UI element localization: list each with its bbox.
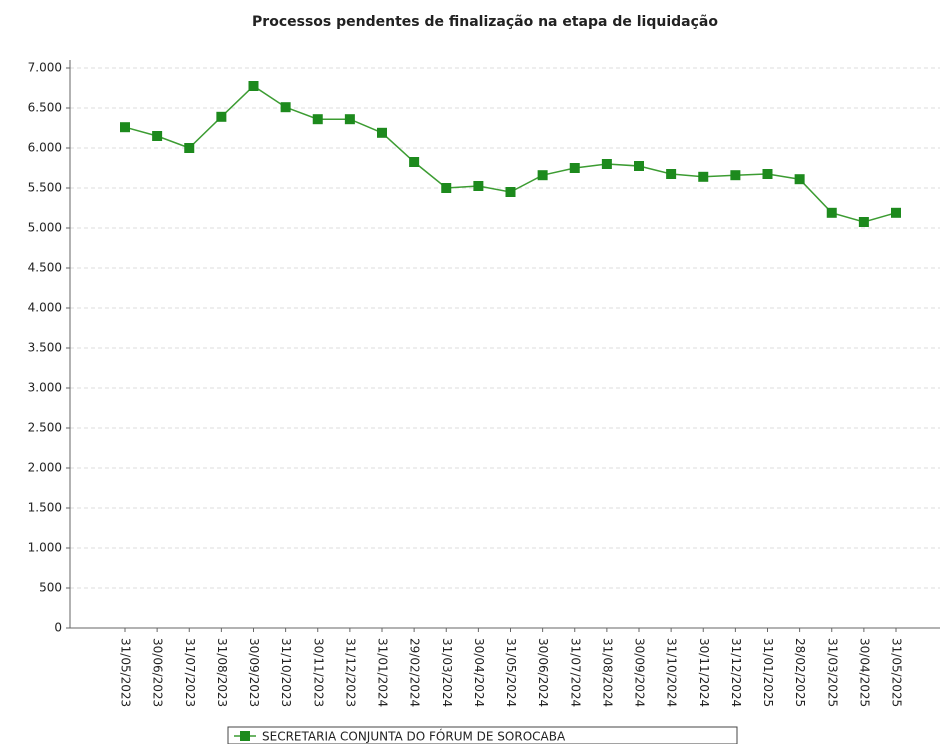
x-tick-label: 31/05/2024 <box>504 638 518 707</box>
point <box>826 207 837 218</box>
point <box>473 181 484 191</box>
point <box>569 163 580 173</box>
point <box>730 170 741 181</box>
point <box>184 143 195 153</box>
y-tick-label: 7.000 <box>28 61 62 75</box>
x-tick-label: 31/03/2025 <box>825 638 839 707</box>
x-tick-label: 30/09/2024 <box>633 638 647 707</box>
x-tick-label: 31/05/2025 <box>890 638 904 707</box>
x-tick-label: 30/11/2024 <box>697 638 711 707</box>
x-tick-label: 31/12/2023 <box>343 638 357 707</box>
x-tick-label: 31/07/2023 <box>183 638 197 707</box>
y-tick-label: 4.000 <box>28 301 62 315</box>
y-tick-label: 6.500 <box>28 101 62 115</box>
x-tick-label: 31/08/2024 <box>600 638 614 707</box>
x-tick-label: 28/02/2025 <box>793 638 807 707</box>
point <box>666 169 677 179</box>
x-tick-label: 31/10/2024 <box>665 638 679 707</box>
series-line <box>124 85 897 223</box>
point <box>248 81 259 91</box>
y-tick-label: 0 <box>54 621 62 635</box>
y-tick-label: 1.500 <box>28 501 62 515</box>
y-tick-label: 500 <box>39 581 62 595</box>
x-tick-label: 31/12/2024 <box>729 638 743 707</box>
point <box>634 161 644 171</box>
x-tick-label: 31/10/2023 <box>279 638 293 707</box>
x-tick-label: 30/04/2025 <box>857 638 871 707</box>
y-tick-label: 4.500 <box>28 261 62 275</box>
point <box>441 183 452 193</box>
x-tick-label: 30/06/2024 <box>536 638 550 707</box>
legend-box <box>227 726 738 744</box>
y-tick-label: 3.500 <box>28 341 62 355</box>
x-tick-label: 31/03/2024 <box>440 638 454 707</box>
point <box>762 169 773 179</box>
point <box>409 157 420 167</box>
y-tick-label: 3.000 <box>28 381 62 395</box>
point <box>698 171 709 182</box>
x-tick-label: 31/07/2024 <box>568 638 582 707</box>
y-tick-label: 2.000 <box>28 461 62 475</box>
point <box>505 187 516 197</box>
y-tick-label: 2.500 <box>28 421 62 435</box>
y-tick-label: 5.000 <box>28 221 62 235</box>
chart-title: Processos pendentes de finalização na et… <box>252 14 718 30</box>
point <box>377 127 387 138</box>
legend-label: SECRETARIA CONJUNTA DO FÓRUM DE SOROCABA <box>262 729 566 744</box>
x-tick-label: 30/04/2024 <box>472 638 486 707</box>
x-tick-label: 30/06/2023 <box>151 638 165 707</box>
x-tick-label: 30/11/2023 <box>311 638 325 707</box>
x-tick-label: 31/05/2023 <box>119 638 133 707</box>
y-tick-label: 5.500 <box>28 181 62 195</box>
x-tick-label: 31/01/2025 <box>761 638 775 707</box>
point <box>601 159 612 169</box>
x-tick-label: 31/01/2024 <box>376 638 390 707</box>
y-tick-label: 1.000 <box>28 541 62 555</box>
point <box>891 207 901 218</box>
point <box>858 217 869 227</box>
legend: SECRETARIA CONJUNTA DO FÓRUM DE SOROCABA <box>227 726 738 744</box>
point <box>794 174 805 185</box>
point <box>280 102 291 113</box>
point <box>152 131 163 141</box>
y-tick-label: 6.000 <box>28 141 62 155</box>
x-tick-label: 29/02/2024 <box>408 638 422 707</box>
point <box>120 122 130 133</box>
x-tick-label: 31/08/2023 <box>215 638 229 707</box>
point <box>312 114 323 125</box>
legend-marker <box>240 731 250 741</box>
x-tick-label: 30/09/2023 <box>247 638 261 707</box>
point <box>216 111 227 122</box>
point <box>537 170 548 181</box>
point <box>344 114 355 125</box>
